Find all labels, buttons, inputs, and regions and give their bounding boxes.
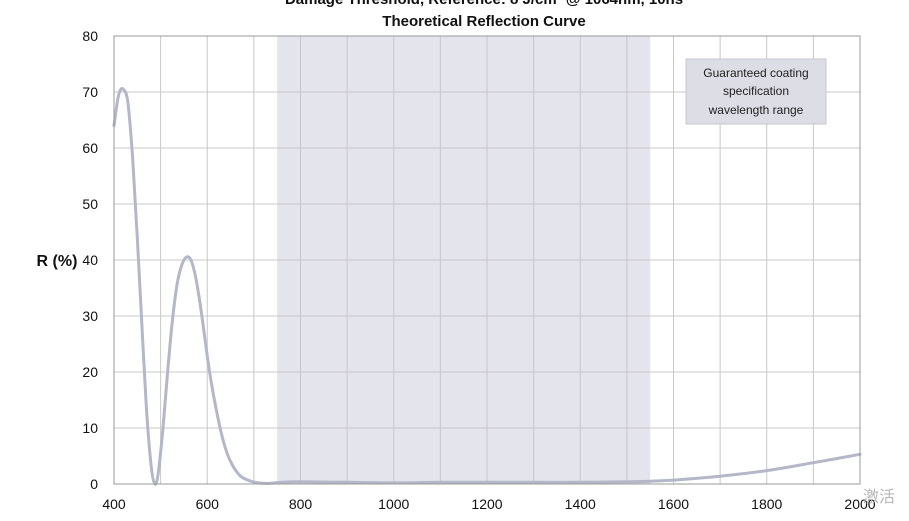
y-tick-label: 60 (82, 140, 98, 156)
x-tick-label: 600 (196, 496, 220, 512)
x-tick-label: 800 (289, 496, 313, 512)
x-tick-label: 2000 (844, 496, 875, 512)
y-tick-label: 20 (82, 364, 98, 380)
plot-frame (113, 35, 861, 485)
watermark-text: 激活 (863, 487, 895, 506)
annotation-line-2: specification (723, 84, 789, 98)
x-tick-label: 1600 (658, 496, 689, 512)
y-tick-label: 0 (90, 476, 98, 492)
y-tick-label: 50 (82, 196, 98, 212)
y-tick-label: 80 (82, 28, 98, 44)
x-tick-label: 1000 (378, 496, 409, 512)
x-tick-label: 1400 (565, 496, 596, 512)
chart-title: Theoretical Reflection Curve (382, 13, 585, 30)
x-tick-label: 1800 (751, 496, 782, 512)
y-tick-label: 70 (82, 84, 98, 100)
y-tick-label: 10 (82, 420, 98, 436)
y-tick-label: 30 (82, 308, 98, 324)
header-top-line: Damage Threshold, Reference: 8 J/cm² @ 1… (285, 0, 683, 8)
annotation-line-3: wavelength range (708, 103, 804, 117)
x-tick-label: 1200 (471, 496, 502, 512)
reflection-series-line (112, 87, 862, 486)
coating-range-annotation-box (685, 58, 827, 125)
y-tick-label: 40 (82, 252, 98, 268)
x-tick-label: 400 (102, 496, 126, 512)
y-axis-label: R (%) (37, 253, 78, 270)
annotation-line-1: Guaranteed coating (703, 66, 808, 80)
